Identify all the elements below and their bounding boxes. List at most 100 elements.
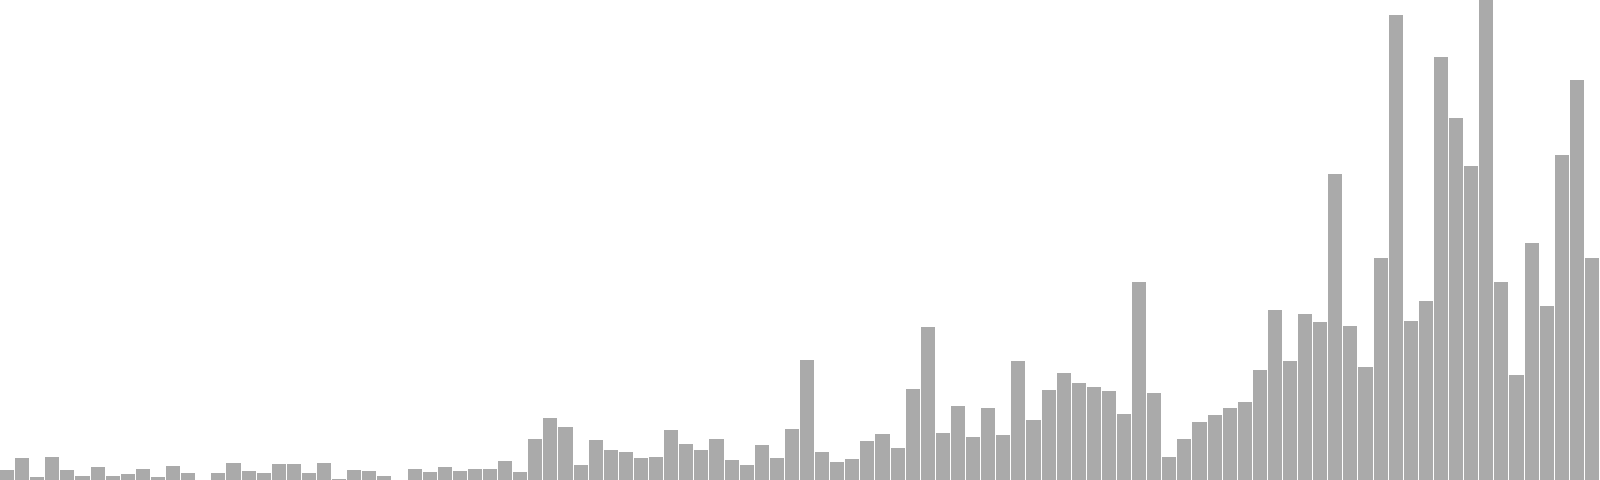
bar-15 <box>226 463 241 480</box>
bar-67 <box>1011 361 1025 480</box>
bar-33 <box>498 461 512 480</box>
bar-48 <box>725 460 739 480</box>
bar-100 <box>1509 375 1524 480</box>
bar-10 <box>151 477 165 480</box>
bar-50 <box>755 445 769 480</box>
bar-19 <box>287 464 301 480</box>
bar-77 <box>1162 457 1176 480</box>
bar-102 <box>1540 306 1554 480</box>
bar-41 <box>619 452 633 480</box>
bar-52 <box>785 429 799 480</box>
bar-42 <box>634 458 648 480</box>
bar-59 <box>891 448 905 480</box>
bar-83 <box>1253 370 1267 480</box>
bar-43 <box>649 457 663 480</box>
bar-8 <box>121 474 135 480</box>
bar-2 <box>30 477 44 480</box>
bar-37 <box>558 427 573 480</box>
bar-47 <box>709 439 724 480</box>
bar-34 <box>513 472 527 480</box>
bar-49 <box>740 465 754 480</box>
bar-14 <box>211 473 225 480</box>
bar-4 <box>60 470 74 480</box>
bar-90 <box>1358 367 1373 480</box>
bar-3 <box>45 457 59 480</box>
bar-62 <box>936 433 950 480</box>
bar-89 <box>1343 326 1357 480</box>
bar-53 <box>800 360 814 480</box>
bar-101 <box>1525 243 1539 480</box>
bar-72 <box>1087 387 1101 480</box>
bar-98 <box>1479 0 1493 480</box>
bar-63 <box>951 406 965 480</box>
bar-85 <box>1283 361 1297 480</box>
bar-39 <box>589 440 603 480</box>
bar-18 <box>272 464 286 480</box>
bar-9 <box>136 469 150 480</box>
bar-17 <box>257 473 271 480</box>
bar-75 <box>1132 282 1146 480</box>
bar-46 <box>694 450 708 480</box>
bar-51 <box>770 458 784 480</box>
bar-91 <box>1374 258 1388 480</box>
bar-58 <box>875 434 890 480</box>
bar-27 <box>408 469 422 480</box>
bar-80 <box>1208 415 1222 480</box>
bar-25 <box>377 476 391 480</box>
bar-23 <box>347 470 361 480</box>
bar-35 <box>528 439 542 480</box>
bar-38 <box>574 465 588 480</box>
bar-7 <box>106 476 120 480</box>
bar-54 <box>815 452 829 480</box>
bar-61 <box>921 327 935 480</box>
bar-20 <box>302 473 316 480</box>
bar-78 <box>1177 439 1191 480</box>
bar-71 <box>1072 383 1086 480</box>
bar-28 <box>423 472 437 480</box>
bar-68 <box>1026 420 1041 480</box>
bar-57 <box>860 441 874 480</box>
bar-11 <box>166 466 180 480</box>
bar-45 <box>679 444 693 480</box>
bar-76 <box>1147 393 1161 480</box>
bar-16 <box>242 471 256 480</box>
bar-31 <box>468 469 482 480</box>
bar-93 <box>1404 321 1418 480</box>
bar-73 <box>1102 391 1116 480</box>
bar-104 <box>1570 80 1584 480</box>
bar-86 <box>1298 314 1312 480</box>
bar-0 <box>0 470 14 480</box>
bar-82 <box>1238 402 1252 480</box>
bar-92 <box>1389 15 1403 480</box>
bar-21 <box>317 463 331 480</box>
bar-103 <box>1555 155 1569 480</box>
bar-44 <box>664 430 678 480</box>
bar-64 <box>966 437 980 480</box>
bar-87 <box>1313 322 1327 480</box>
bar-79 <box>1192 422 1207 480</box>
bar-40 <box>604 450 618 480</box>
bar-36 <box>543 418 557 480</box>
bar-60 <box>906 389 920 480</box>
bar-96 <box>1449 118 1463 480</box>
bar-70 <box>1057 373 1071 480</box>
bar-32 <box>483 469 497 480</box>
bar-74 <box>1117 414 1131 480</box>
bar-88 <box>1328 174 1342 480</box>
bar-105 <box>1585 258 1599 480</box>
bar-5 <box>75 476 90 480</box>
bar-24 <box>362 471 376 480</box>
bar-94 <box>1419 301 1433 480</box>
bar-30 <box>453 471 467 480</box>
bar-65 <box>981 408 995 480</box>
bar-69 <box>1042 390 1056 480</box>
bar-12 <box>181 473 195 480</box>
bar-6 <box>91 467 105 480</box>
bar-1 <box>15 458 29 480</box>
bar-66 <box>996 435 1010 480</box>
bar-55 <box>830 462 844 480</box>
bar-84 <box>1268 310 1282 480</box>
